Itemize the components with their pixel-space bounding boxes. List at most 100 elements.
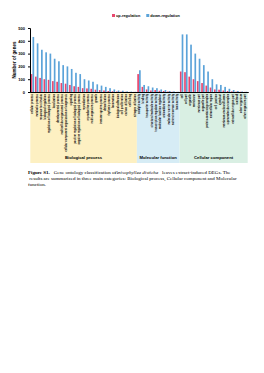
y-tick: 100 xyxy=(18,77,30,82)
bar xyxy=(182,34,184,92)
bar xyxy=(160,89,162,92)
x-tick-mark xyxy=(36,92,37,93)
y-axis-title: Number of genes xyxy=(12,41,17,78)
bar xyxy=(173,91,175,92)
bar xyxy=(199,59,201,92)
x-tick-label: cell killing xyxy=(128,94,132,107)
bar xyxy=(180,72,182,92)
bar xyxy=(214,89,216,92)
x-tick-mark xyxy=(134,92,135,93)
x-tick-mark xyxy=(215,92,216,93)
x-tick-mark xyxy=(83,92,84,93)
bar xyxy=(73,86,75,92)
x-tick-mark xyxy=(228,92,229,93)
bar xyxy=(67,66,69,92)
bar xyxy=(135,91,137,92)
y-tick-mark xyxy=(28,41,30,42)
x-tick-mark xyxy=(245,92,246,93)
bar xyxy=(69,85,71,92)
x-tick-mark xyxy=(177,92,178,93)
x-tick: negative regulation of biological proces… xyxy=(77,92,81,144)
legend: up-regulation down-regulation xyxy=(112,14,180,18)
x-tick-mark xyxy=(168,92,169,93)
bar xyxy=(210,88,212,92)
y-tick-label: 300 xyxy=(18,51,25,56)
x-tick-mark xyxy=(237,92,238,93)
bar xyxy=(48,80,50,92)
x-tick-mark xyxy=(126,92,127,93)
bar xyxy=(227,91,229,92)
x-tick-label: biological adhesion xyxy=(116,94,120,119)
bar xyxy=(137,74,139,92)
x-tick: locomotion xyxy=(111,92,115,108)
x-tick: transporter activity xyxy=(145,92,149,118)
x-tick-mark xyxy=(130,92,131,93)
bar xyxy=(78,87,80,92)
bar xyxy=(201,83,203,92)
legend-label: up-regulation xyxy=(116,14,141,18)
x-axis-line xyxy=(31,92,249,94)
x-tick-label: multicellular organismal process xyxy=(60,93,64,134)
x-tick-mark xyxy=(211,92,212,93)
y-tick-mark xyxy=(28,54,30,55)
x-tick-mark xyxy=(79,92,80,93)
x-tick: multicellular organismal process xyxy=(60,92,64,135)
x-tick: supramolecular complex xyxy=(226,92,230,125)
x-tick-mark xyxy=(121,92,122,93)
bar xyxy=(32,37,34,92)
x-tick: symplast xyxy=(218,92,222,105)
x-tick-label: cell part xyxy=(184,94,188,104)
bar xyxy=(203,65,205,92)
x-tick-mark xyxy=(143,92,144,93)
bar xyxy=(143,85,145,92)
x-tick-label: response to stimulus xyxy=(39,93,43,120)
bar xyxy=(50,54,52,92)
x-tick-mark xyxy=(241,92,242,93)
bar xyxy=(156,88,158,92)
x-tick: developmental process xyxy=(56,92,60,123)
x-tick-label: membrane xyxy=(192,93,196,107)
bar xyxy=(231,91,233,92)
bar xyxy=(148,86,150,92)
x-tick-label: biological regulation xyxy=(43,94,47,120)
x-tick-label: regulation of biological process xyxy=(47,93,51,133)
x-tick-mark xyxy=(190,92,191,93)
x-tick-label: protein-containing complex xyxy=(205,93,209,128)
bar xyxy=(99,90,101,92)
x-tick-label: transporter activity xyxy=(145,93,149,117)
x-tick-mark xyxy=(75,92,76,93)
x-tick-mark xyxy=(58,92,59,93)
caption-part: Figure S1. xyxy=(28,170,51,175)
bar xyxy=(188,77,190,92)
x-tick-mark xyxy=(40,92,41,93)
legend-label: down-regulation xyxy=(150,14,180,18)
x-tick-label: reproduction xyxy=(82,94,86,110)
x-tick-mark xyxy=(185,92,186,93)
bar xyxy=(109,88,111,92)
x-tick: positive regulation of biological proces… xyxy=(73,92,77,144)
bar xyxy=(92,82,94,92)
x-tick: membrane xyxy=(192,92,196,107)
x-tick-mark xyxy=(181,92,182,93)
x-tick-label: membrane-enclosed lumen xyxy=(222,94,226,128)
bar xyxy=(190,45,192,92)
bar xyxy=(159,91,161,92)
y-tick-label: 200 xyxy=(18,64,25,69)
x-tick: reproductive process xyxy=(86,92,90,120)
bar xyxy=(146,89,148,92)
x-tick: biological regulation xyxy=(43,92,47,119)
bar xyxy=(184,72,186,92)
group-band xyxy=(179,93,247,163)
x-tick-mark xyxy=(45,92,46,93)
group-label: Biological process xyxy=(65,155,103,160)
x-tick-mark xyxy=(100,92,101,93)
bar xyxy=(112,91,114,92)
x-tick-label: binding xyxy=(141,94,145,104)
x-tick-mark xyxy=(104,92,105,93)
x-tick-mark xyxy=(92,92,93,93)
bar xyxy=(52,81,54,92)
y-tick: 500 xyxy=(18,26,30,31)
x-tick: growth xyxy=(94,92,98,103)
bar xyxy=(131,91,133,92)
y-tick-label: 500 xyxy=(18,26,25,31)
